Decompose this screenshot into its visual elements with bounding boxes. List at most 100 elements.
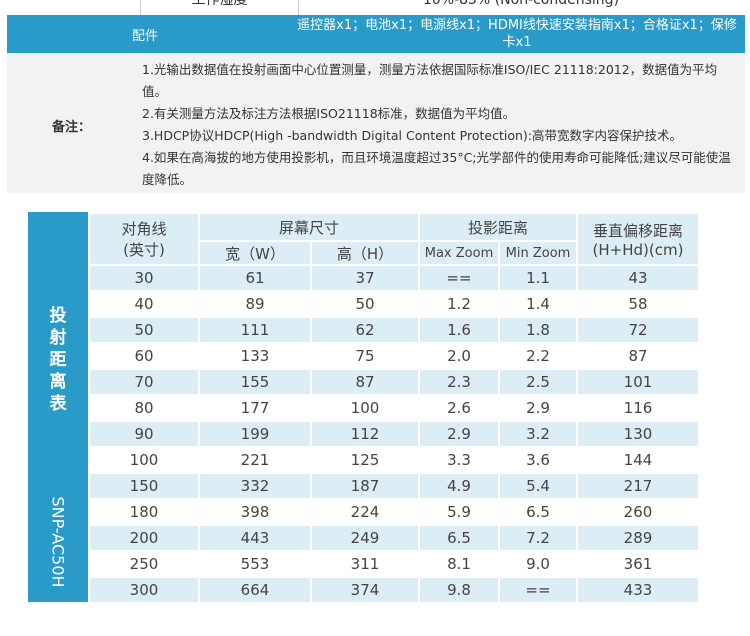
table-cell: 361 <box>576 550 700 578</box>
table-row: 60 133 75 2.0 2.2 87 <box>88 342 700 370</box>
table-cell: 75 <box>310 342 420 370</box>
humidity-row: 工作湿度 10%-85% (Non-condensing) <box>7 0 745 16</box>
notes-row: 备注： 1.光输出数据值在投射画面中心位置测量，测量方法依据国际标准ISO/IE… <box>7 53 745 193</box>
table-cell: 443 <box>198 524 312 552</box>
table-row: 250 553 311 8.1 9.0 361 <box>88 550 700 578</box>
table-cell: 2.3 <box>418 368 500 396</box>
table-row: 300 664 374 9.8 == 433 <box>88 576 700 604</box>
table-cell: 7.2 <box>498 524 578 552</box>
table-cell: 50 <box>310 290 420 318</box>
header-offset: 垂直偏移距离 (H+Hd)(cm) <box>576 212 700 266</box>
table-cell: 37 <box>310 264 420 292</box>
accessories-value: 遥控器x1；电池x1；电源线x1；HDMI线快速安装指南x1；合格证x1；保修卡… <box>297 18 737 50</box>
table-cell: 1.6 <box>418 316 500 344</box>
table-cell: 2.9 <box>498 394 578 422</box>
table-cell: 60 <box>88 342 200 370</box>
notes-label: 备注： <box>52 120 92 135</box>
table-cell: 2.5 <box>498 368 578 396</box>
table-cell: 1.8 <box>498 316 578 344</box>
table-cell: 58 <box>576 290 700 318</box>
table-cell: 50 <box>88 316 200 344</box>
table-cell: 150 <box>88 472 200 500</box>
table-cell: 87 <box>310 368 420 396</box>
table-cell: 3.3 <box>418 446 500 474</box>
table-cell: 130 <box>576 420 700 448</box>
throw-distance-table: 对角线 (英寸) 屏幕尺寸 投影距离 垂直偏移距离 (H+Hd)(cm) 宽（W） … <box>88 212 700 604</box>
table-cell: 2.9 <box>418 420 500 448</box>
accessories-label: 配件 <box>132 29 159 44</box>
side-label: 投射距离表 SNP-AC50H <box>28 212 88 602</box>
table-cell: 664 <box>198 576 312 604</box>
table-cell: 221 <box>198 446 312 474</box>
table-cell: 2.0 <box>418 342 500 370</box>
table-cell: 3.6 <box>498 446 578 474</box>
table-cell: 187 <box>310 472 420 500</box>
header-min-zoom: Min Zoom <box>498 240 578 266</box>
table-cell: == <box>418 264 500 292</box>
table-cell: 116 <box>576 394 700 422</box>
table-row: 70 155 87 2.3 2.5 101 <box>88 368 700 396</box>
table-row: 30 61 37 == 1.1 43 <box>88 264 700 292</box>
throw-table-title: 投射距离表 <box>49 306 67 414</box>
note-item: 1.光输出数据值在投射画面中心位置测量，测量方法依据国际标准ISO/IEC 21… <box>142 62 718 99</box>
header-screen-size: 屏幕尺寸 <box>198 212 420 242</box>
table-cell: 2.6 <box>418 394 500 422</box>
table-cell: 260 <box>576 498 700 526</box>
table-cell: 43 <box>576 264 700 292</box>
table-cell: 2.2 <box>498 342 578 370</box>
table-cell: 87 <box>576 342 700 370</box>
accessories-row: 配件 遥控器x1；电池x1；电源线x1；HDMI线快速安装指南x1；合格证x1；… <box>7 15 745 53</box>
table-cell: 8.1 <box>418 550 500 578</box>
note-item: 2.有关测量方法及标注方法根据ISO21118标准，数据值为平均值。 <box>142 106 516 121</box>
table-cell: 249 <box>310 524 420 552</box>
table-row: 40 89 50 1.2 1.4 58 <box>88 290 700 318</box>
table-cell: == <box>498 576 578 604</box>
table-cell: 6.5 <box>418 524 500 552</box>
header-diagonal: 对角线 (英寸) <box>88 212 200 266</box>
table-cell: 9.0 <box>498 550 578 578</box>
header-width: 宽（W） <box>198 240 312 266</box>
notes-list: 1.光输出数据值在投射画面中心位置测量，测量方法依据国际标准ISO/IEC 21… <box>142 59 742 191</box>
table-cell: 4.9 <box>418 472 500 500</box>
table-cell: 200 <box>88 524 200 552</box>
table-cell: 125 <box>310 446 420 474</box>
table-row: 80 177 100 2.6 2.9 116 <box>88 394 700 422</box>
table-cell: 90 <box>88 420 200 448</box>
table-cell: 374 <box>310 576 420 604</box>
table-cell: 3.2 <box>498 420 578 448</box>
table-cell: 89 <box>198 290 312 318</box>
table-cell: 250 <box>88 550 200 578</box>
table-cell: 100 <box>310 394 420 422</box>
note-item: 3.HDCP协议HDCP(High -bandwidth Digital Con… <box>142 128 683 143</box>
humidity-label: 工作湿度 <box>140 0 299 15</box>
table-cell: 133 <box>198 342 312 370</box>
model-name: SNP-AC50H <box>48 496 68 588</box>
table-cell: 224 <box>310 498 420 526</box>
table-cell: 155 <box>198 368 312 396</box>
table-cell: 398 <box>198 498 312 526</box>
table-cell: 40 <box>88 290 200 318</box>
table-cell: 9.8 <box>418 576 500 604</box>
table-row: 50 111 62 1.6 1.8 72 <box>88 316 700 344</box>
header-height: 高（H） <box>310 240 420 266</box>
table-row: 180 398 224 5.9 6.5 260 <box>88 498 700 526</box>
table-row: 100 221 125 3.3 3.6 144 <box>88 446 700 474</box>
table-cell: 1.4 <box>498 290 578 318</box>
table-cell: 199 <box>198 420 312 448</box>
table-cell: 112 <box>310 420 420 448</box>
table-cell: 217 <box>576 472 700 500</box>
table-cell: 100 <box>88 446 200 474</box>
table-cell: 6.5 <box>498 498 578 526</box>
table-cell: 144 <box>576 446 700 474</box>
table-cell: 101 <box>576 368 700 396</box>
table-cell: 5.9 <box>418 498 500 526</box>
table-cell: 5.4 <box>498 472 578 500</box>
table-cell: 311 <box>310 550 420 578</box>
table-row: 200 443 249 6.5 7.2 289 <box>88 524 700 552</box>
table-cell: 300 <box>88 576 200 604</box>
table-cell: 553 <box>198 550 312 578</box>
table-cell: 1.1 <box>498 264 578 292</box>
header-max-zoom: Max Zoom <box>418 240 500 266</box>
header-throw-distance: 投影距离 <box>418 212 578 242</box>
table-cell: 30 <box>88 264 200 292</box>
